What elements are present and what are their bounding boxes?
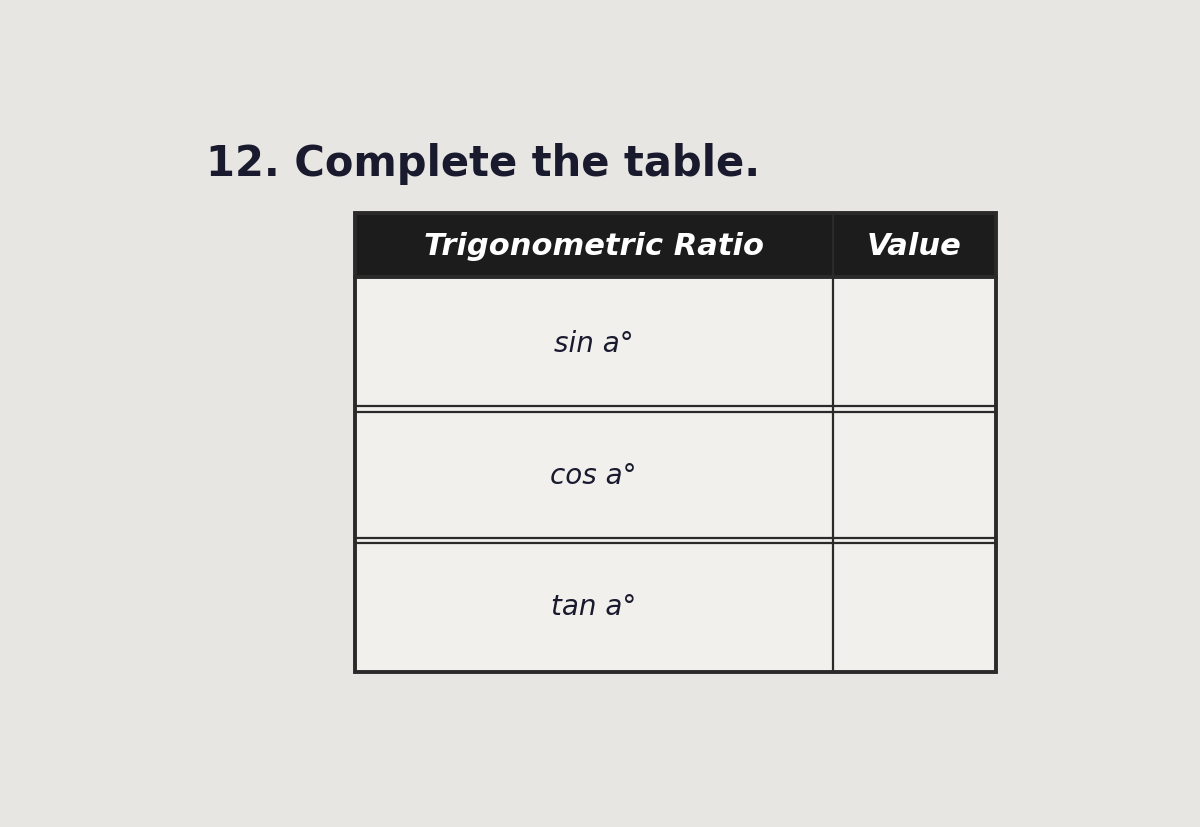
Text: Value: Value — [868, 232, 962, 261]
Bar — [355, 278, 996, 409]
Bar — [355, 409, 996, 541]
Bar — [355, 214, 996, 278]
Text: Trigonometric Ratio: Trigonometric Ratio — [424, 232, 763, 261]
Bar — [355, 214, 996, 672]
Text: 12. Complete the table.: 12. Complete the table. — [206, 143, 760, 185]
Text: tan a°: tan a° — [551, 593, 636, 620]
Text: sin a°: sin a° — [554, 330, 634, 358]
Bar — [355, 541, 996, 672]
Text: cos a°: cos a° — [551, 461, 637, 490]
